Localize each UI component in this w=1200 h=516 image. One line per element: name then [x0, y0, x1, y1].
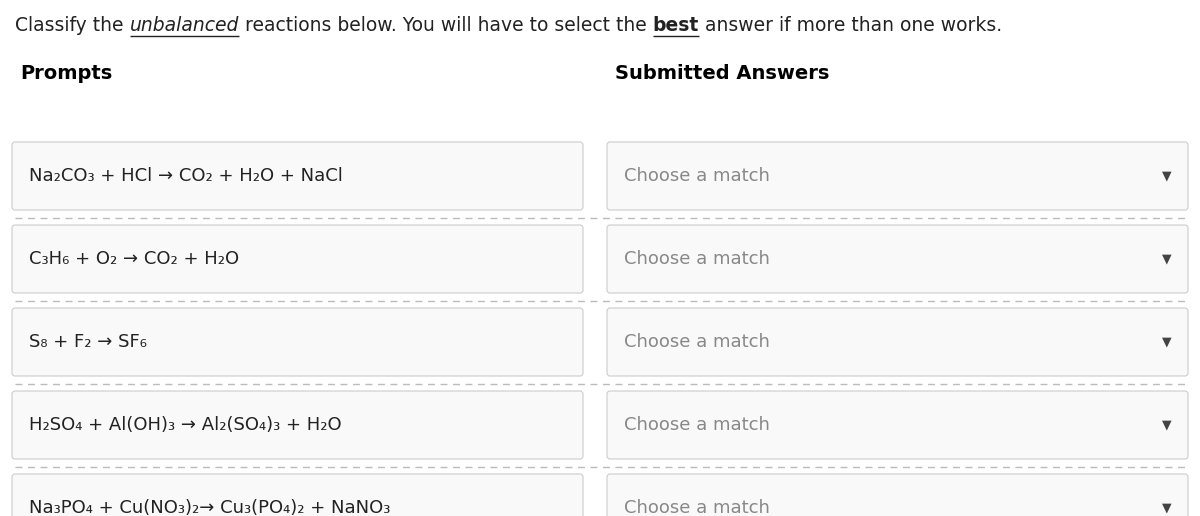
- Text: unbalanced: unbalanced: [130, 16, 239, 35]
- Text: best: best: [653, 16, 698, 35]
- Text: reactions below. You will have to select the: reactions below. You will have to select…: [239, 16, 653, 35]
- Text: S₈ + F₂ → SF₆: S₈ + F₂ → SF₆: [29, 333, 148, 351]
- Text: Submitted Answers: Submitted Answers: [616, 64, 829, 83]
- Text: ▼: ▼: [1162, 502, 1172, 514]
- Text: ▼: ▼: [1162, 252, 1172, 266]
- FancyBboxPatch shape: [607, 142, 1188, 210]
- Text: Na₃PO₄ + Cu(NO₃)₂→ Cu₃(PO₄)₂ + NaNO₃: Na₃PO₄ + Cu(NO₃)₂→ Cu₃(PO₄)₂ + NaNO₃: [29, 499, 390, 516]
- FancyBboxPatch shape: [12, 474, 583, 516]
- Text: Choose a match: Choose a match: [624, 333, 770, 351]
- Text: H₂SO₄ + Al(OH)₃ → Al₂(SO₄)₃ + H₂O: H₂SO₄ + Al(OH)₃ → Al₂(SO₄)₃ + H₂O: [29, 416, 342, 434]
- FancyBboxPatch shape: [607, 308, 1188, 376]
- Text: Choose a match: Choose a match: [624, 167, 770, 185]
- Text: C₃H₆ + O₂ → CO₂ + H₂O: C₃H₆ + O₂ → CO₂ + H₂O: [29, 250, 239, 268]
- Text: Classify the: Classify the: [14, 16, 130, 35]
- Text: Choose a match: Choose a match: [624, 250, 770, 268]
- FancyBboxPatch shape: [607, 391, 1188, 459]
- Text: Prompts: Prompts: [20, 64, 113, 83]
- Text: ▼: ▼: [1162, 418, 1172, 431]
- FancyBboxPatch shape: [12, 308, 583, 376]
- FancyBboxPatch shape: [607, 225, 1188, 293]
- FancyBboxPatch shape: [12, 225, 583, 293]
- Text: ▼: ▼: [1162, 169, 1172, 183]
- FancyBboxPatch shape: [12, 142, 583, 210]
- Text: Choose a match: Choose a match: [624, 416, 770, 434]
- Text: answer if more than one works.: answer if more than one works.: [698, 16, 1002, 35]
- FancyBboxPatch shape: [12, 391, 583, 459]
- FancyBboxPatch shape: [607, 474, 1188, 516]
- Text: Choose a match: Choose a match: [624, 499, 770, 516]
- Text: ▼: ▼: [1162, 335, 1172, 348]
- Text: Na₂CO₃ + HCl → CO₂ + H₂O + NaCl: Na₂CO₃ + HCl → CO₂ + H₂O + NaCl: [29, 167, 343, 185]
